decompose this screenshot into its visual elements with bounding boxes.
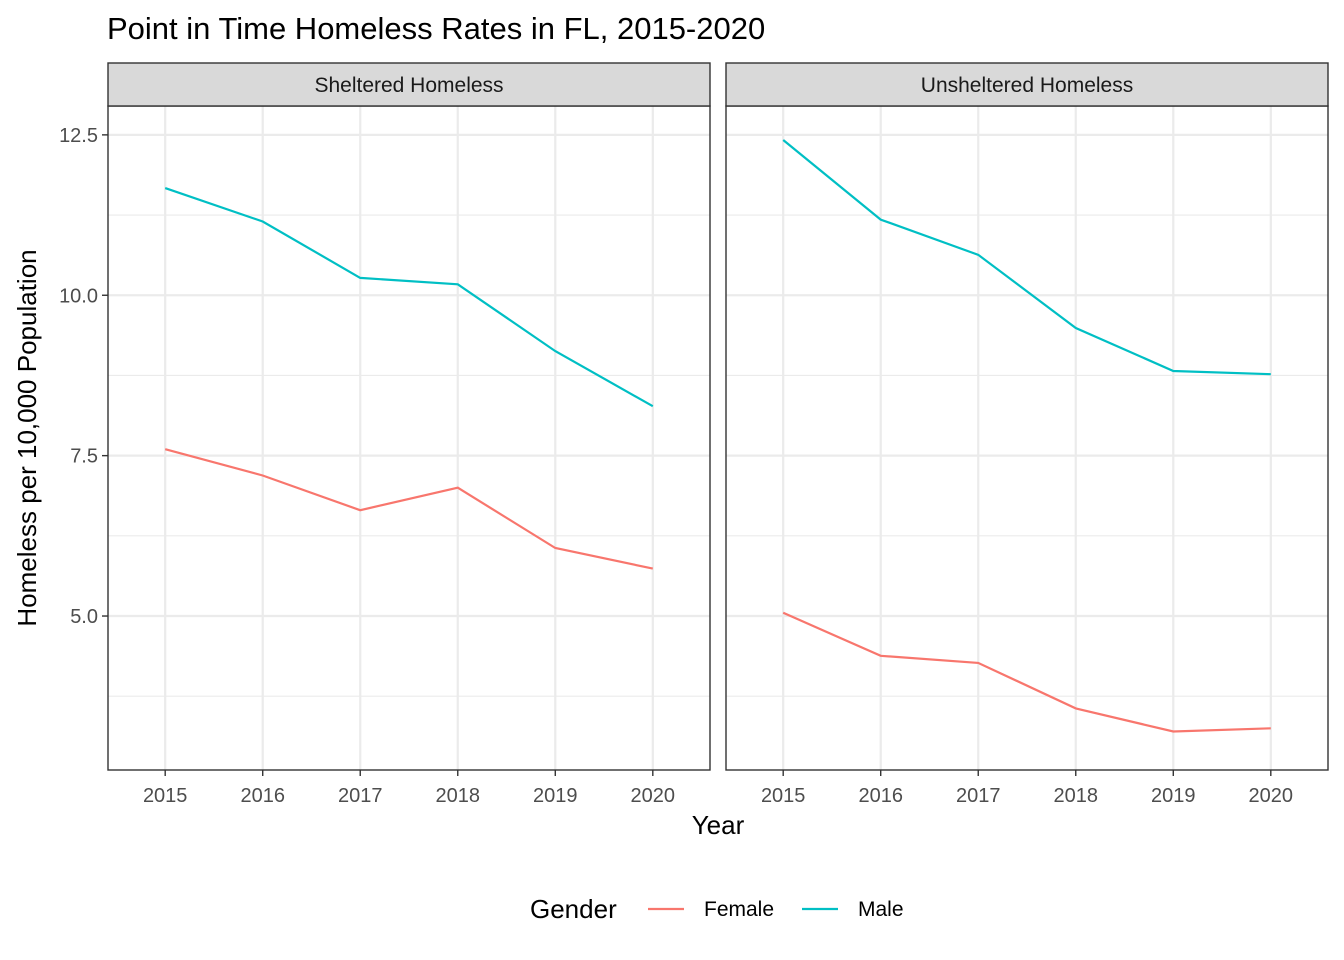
x-tick-label: 2020 [631, 785, 676, 807]
x-tick-label: 2018 [1054, 785, 1099, 807]
series-line-male [164, 187, 654, 408]
y-tick-label: 10.0 [59, 285, 98, 307]
facet-strip-label: Unsheltered Homeless [921, 74, 1133, 97]
facet-panels: Sheltered Homeless 2015 2016 2017 2018 2019 20… [107, 62, 1329, 807]
x-tick-label: 2016 [858, 785, 903, 807]
chart-title: Point in Time Homeless Rates in FL, 2015… [107, 11, 765, 46]
y-tick-label: 12.5 [59, 125, 98, 147]
x-tick-label: 2020 [1249, 785, 1294, 807]
legend-label-male: Male [858, 898, 904, 921]
series-line-female [164, 448, 654, 570]
x-tick-label: 2015 [143, 785, 188, 807]
y-tick-label: 5.0 [70, 606, 98, 628]
facet-panel: Sheltered Homeless 2015 2016 2017 2018 2019 20… [107, 62, 711, 807]
x-tick-label: 2017 [338, 785, 383, 807]
facet-strip-label: Sheltered Homeless [314, 74, 503, 97]
legend-title: Gender [530, 894, 617, 924]
x-tick-label: 2019 [1151, 785, 1196, 807]
facet-strip [107, 62, 711, 107]
x-tick-label: 2019 [533, 785, 578, 807]
legend: Gender Female Male [530, 894, 904, 924]
x-tick-label: 2017 [956, 785, 1001, 807]
y-axis-title: Homeless per 10,000 Population [12, 249, 42, 626]
x-axis-title: Year [692, 810, 745, 840]
x-tick-label: 2016 [240, 785, 285, 807]
facet-panel: Unsheltered Homeless 2015 2016 2017 2018 2019… [725, 62, 1329, 807]
panel-border [725, 105, 1329, 771]
y-tick-label: 7.5 [70, 446, 98, 468]
y-axis: 5.0 7.5 10.0 12.5 [59, 125, 108, 628]
series-line-female [782, 611, 1271, 733]
legend-label-female: Female [704, 898, 774, 921]
panel-border [107, 105, 711, 771]
series-line-male [782, 139, 1271, 376]
x-tick-label: 2018 [436, 785, 481, 807]
x-tick-label: 2015 [761, 785, 806, 807]
facet-strip [725, 62, 1329, 107]
